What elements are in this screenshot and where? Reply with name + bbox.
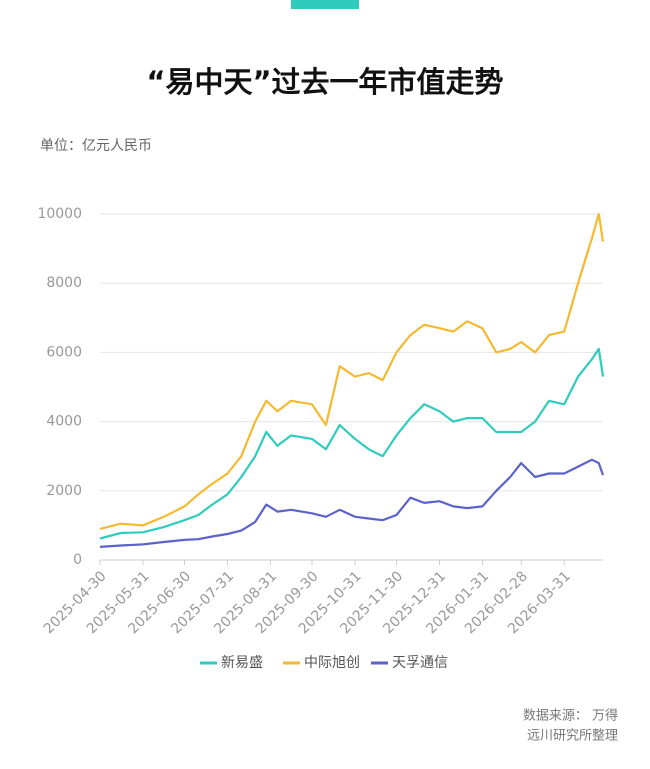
y-tick-label: 8000 [46,275,82,291]
legend-label: 中际旭创 [304,655,360,671]
series-line [99,458,605,548]
top-accent [291,0,359,9]
legend-label: 新易盛 [221,655,263,671]
y-tick-label: 2000 [46,483,82,499]
y-tick-label: 10000 [37,206,82,222]
credit: 远川研究所整理 [527,729,618,744]
series-line [99,347,605,540]
y-tick-label: 0 [73,552,82,568]
chart-title: “易中天”过去一年市值走势 [146,65,503,99]
series-line [99,212,605,530]
source: 数据来源： 万得 [523,708,618,724]
y-tick-label: 6000 [46,344,82,360]
unit-label: 单位：亿元人民币 [40,138,152,154]
y-tick-label: 4000 [46,414,82,430]
legend-label: 天孚通信 [392,655,448,671]
